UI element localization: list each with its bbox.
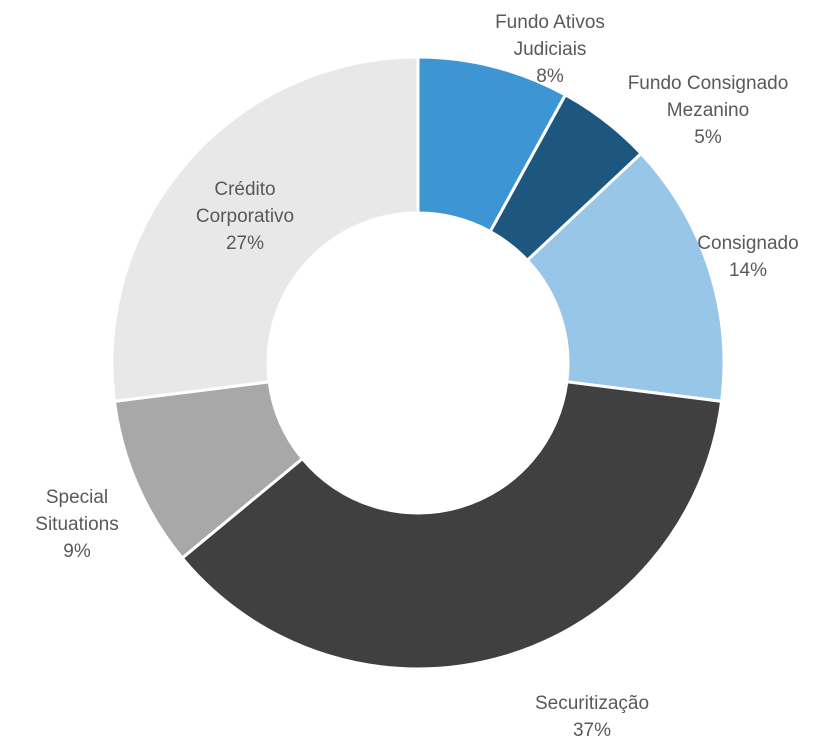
- slice-label: Securitização 37%: [492, 690, 692, 739]
- category-name: Special Situations: [35, 486, 119, 535]
- category-name: Fundo Ativos Judiciais: [495, 11, 605, 60]
- slice-label: Fundo Ativos Judiciais 8%: [480, 9, 620, 90]
- slice: [110, 55, 420, 404]
- category-name: Consignado: [697, 232, 799, 254]
- category-name: Securitização: [534, 692, 650, 714]
- value-label: 14%: [728, 259, 768, 281]
- slice-label: Fundo Consignado Mezanino 5%: [618, 70, 798, 151]
- value-label: 37%: [572, 719, 612, 739]
- value-label: 8%: [536, 65, 564, 87]
- slice-label: Special Situations 9%: [22, 484, 132, 565]
- value-label: 5%: [694, 126, 722, 148]
- slice-label: Consignado 14%: [648, 230, 815, 284]
- slice: [525, 151, 726, 404]
- slice: [180, 380, 724, 671]
- category-name: Crédito Corporativo: [195, 178, 295, 227]
- value-label: 27%: [225, 232, 265, 254]
- slice-label: Crédito Corporativo 27%: [180, 176, 310, 257]
- category-name: Fundo Consignado Mezanino: [627, 72, 789, 121]
- value-label: 9%: [63, 540, 91, 562]
